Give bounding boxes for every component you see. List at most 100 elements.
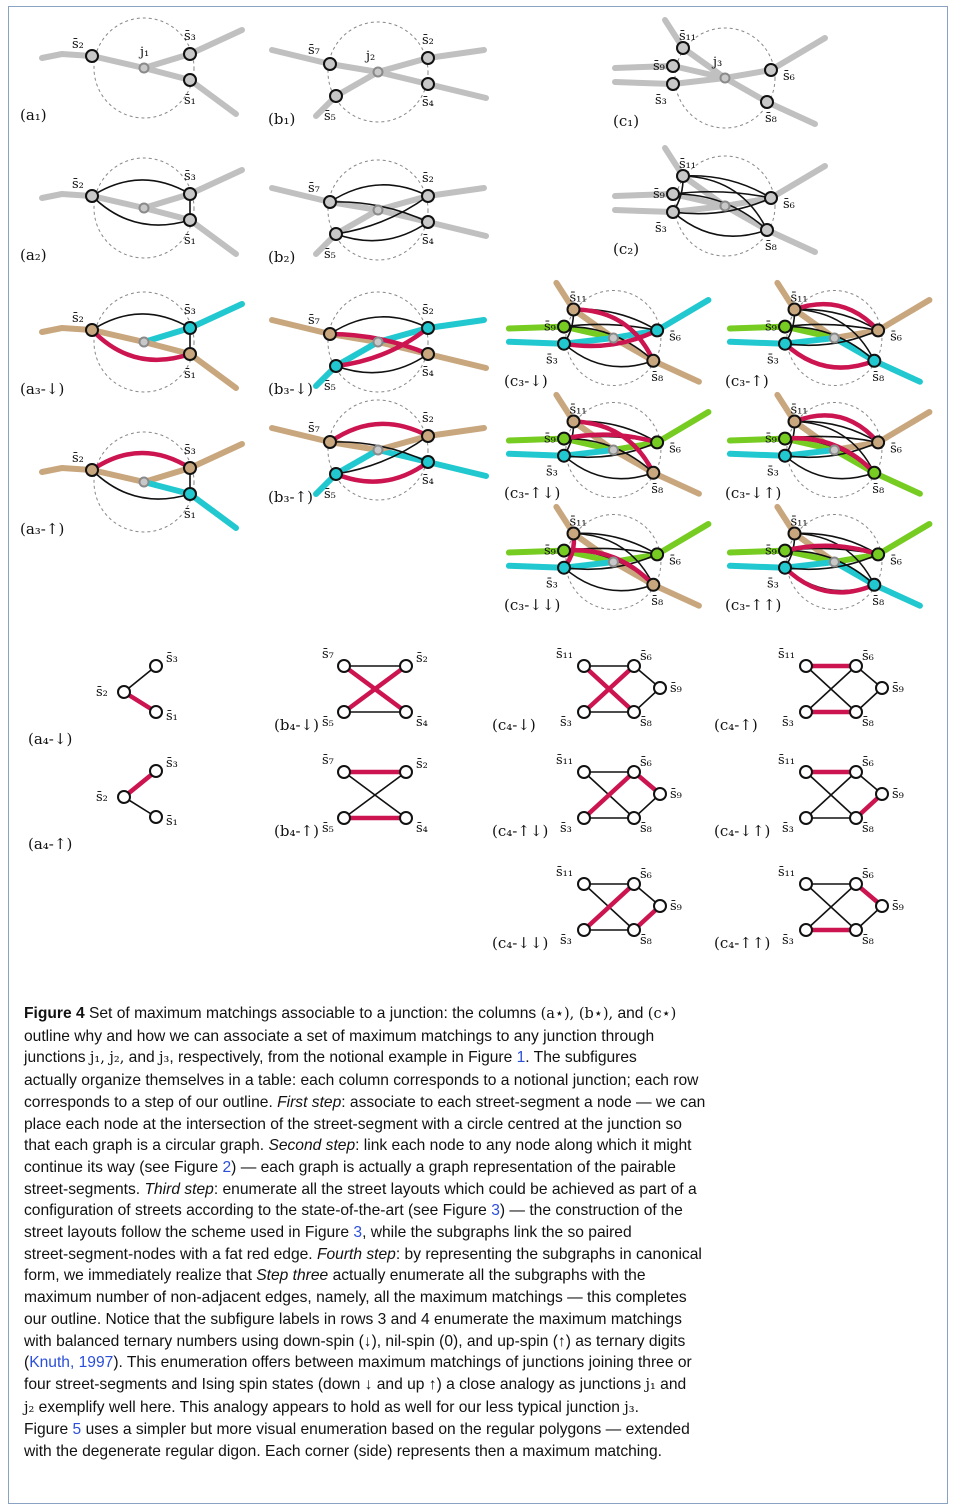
street-node bbox=[399, 811, 413, 825]
node-label: s̄₈ bbox=[640, 715, 652, 730]
street-node bbox=[329, 467, 343, 481]
node-label: s̄₃ bbox=[782, 821, 794, 836]
subfigure-label: (b₄-↓) bbox=[274, 716, 319, 734]
street-node bbox=[85, 323, 99, 337]
street-node bbox=[337, 705, 351, 719]
caption-line: four street-segments and Ising spin stat… bbox=[24, 1374, 934, 1397]
node-label: s̄₈ bbox=[872, 594, 884, 609]
caption-text: j₂ bbox=[24, 1399, 35, 1416]
node-label: s̄₃ bbox=[166, 756, 178, 771]
graph-edge bbox=[572, 532, 655, 586]
street-node bbox=[676, 41, 690, 55]
caption-line: (Knuth, 1997). This enumeration offers b… bbox=[24, 1352, 934, 1374]
node-label: s̄₆ bbox=[862, 649, 874, 664]
caption-text: j₃ bbox=[159, 1050, 170, 1067]
street-node bbox=[149, 810, 163, 824]
subfigure-label: (c₄-↑↑) bbox=[714, 934, 770, 952]
caption-line: outline why and how we can associate a s… bbox=[24, 1026, 934, 1048]
caption-text: place each node at the intersection of t… bbox=[24, 1115, 682, 1133]
caption-line: Figure 4 Set of maximum matchings associ… bbox=[24, 1003, 934, 1026]
street-node bbox=[323, 435, 337, 449]
junction-node bbox=[719, 200, 731, 212]
dashed-circle bbox=[93, 157, 195, 259]
node-label: s̄₆ bbox=[669, 553, 681, 568]
node-label: s̄₁₁ bbox=[570, 515, 587, 530]
street-node bbox=[183, 213, 197, 227]
graph-edge bbox=[793, 308, 879, 332]
caption-reference-link[interactable]: Knuth, 1997 bbox=[29, 1354, 114, 1372]
caption-line: with balanced ternary numbers using down… bbox=[24, 1331, 934, 1353]
graph-edge bbox=[782, 565, 877, 595]
street-node bbox=[849, 659, 863, 673]
caption-reference-link[interactable]: 2 bbox=[222, 1158, 232, 1176]
graph-edge bbox=[784, 329, 879, 347]
node-label: s̄₃ bbox=[560, 715, 572, 730]
graph-edge bbox=[571, 307, 656, 364]
street-node bbox=[557, 560, 571, 575]
caption-text: Figure 4 bbox=[24, 1005, 85, 1022]
caption-text: with balanced ternary numbers using down… bbox=[24, 1332, 686, 1350]
caption-text: ( bbox=[24, 1354, 30, 1372]
node-label: s̄₃ bbox=[655, 221, 667, 236]
node-label: s̄₈ bbox=[651, 370, 663, 385]
node-label: s̄₁ bbox=[184, 367, 196, 382]
caption-line: our outline. Notice that the subfigure l… bbox=[24, 1309, 934, 1331]
street-node bbox=[183, 461, 197, 475]
caption-line: maximum number of non-adjacent edges, na… bbox=[24, 1287, 934, 1309]
subfigure-label: (a₄-↓) bbox=[28, 730, 72, 748]
node-label: s̄₈ bbox=[651, 482, 663, 497]
subfigure-label: (c₄-↓↓) bbox=[492, 934, 548, 952]
street-node bbox=[778, 319, 792, 334]
node-label: s̄₉ bbox=[653, 187, 665, 202]
junction-node bbox=[607, 332, 619, 344]
caption-text: street-segments. bbox=[24, 1180, 145, 1198]
node-label: s̄₃ bbox=[184, 303, 196, 318]
junction-node bbox=[138, 202, 150, 214]
node-label: s̄₆ bbox=[640, 649, 652, 664]
graph-edge bbox=[563, 566, 655, 592]
node-label: s̄₈ bbox=[651, 594, 663, 609]
node-label: s̄₁ bbox=[184, 507, 196, 522]
caption-reference-link[interactable]: 5 bbox=[72, 1421, 82, 1439]
street-node bbox=[799, 765, 813, 779]
node-label: s̄₃ bbox=[782, 715, 794, 730]
street-node bbox=[666, 205, 680, 219]
node-label: s̄₄ bbox=[422, 473, 434, 488]
street-node bbox=[646, 577, 661, 592]
caption-text: street-segment-nodes with a fat red edge… bbox=[24, 1245, 317, 1263]
node-label: s̄₂ bbox=[416, 651, 428, 666]
subfigure-label: (a₂) bbox=[20, 246, 47, 264]
street-node bbox=[799, 659, 813, 673]
caption-reference-link[interactable]: 1 bbox=[516, 1049, 526, 1067]
caption-reference-link[interactable]: 3 bbox=[353, 1224, 363, 1242]
graph-edge bbox=[343, 771, 407, 819]
street-node bbox=[557, 336, 571, 351]
subfigure-label: (b₄-↑) bbox=[274, 822, 319, 840]
street-node bbox=[764, 191, 778, 205]
graph-edge bbox=[682, 175, 768, 231]
node-label: s̄₉ bbox=[544, 320, 556, 335]
street-node bbox=[566, 302, 581, 317]
subfigure-label: (c₃-↑↓) bbox=[504, 484, 560, 502]
node-label: s̄₃ bbox=[560, 821, 572, 836]
node-label: s̄₁₁ bbox=[679, 157, 696, 172]
street-node bbox=[871, 547, 886, 562]
node-label: s̄₂ bbox=[96, 685, 108, 700]
street-node bbox=[183, 73, 197, 87]
subfigure-label: (c₃-↑) bbox=[725, 372, 769, 390]
dashed-circle bbox=[93, 431, 195, 533]
node-label: s̄₈ bbox=[765, 111, 777, 126]
caption-text: continue its way (see Figure bbox=[24, 1158, 223, 1176]
node-label: s̄₂ bbox=[422, 33, 434, 48]
junction-node bbox=[372, 336, 384, 348]
node-label: s̄₈ bbox=[862, 821, 874, 836]
dashed-circle bbox=[327, 399, 429, 501]
street-node bbox=[627, 765, 641, 779]
node-label: s̄₁₁ bbox=[791, 403, 808, 418]
caption-reference-link[interactable]: 3 bbox=[491, 1202, 500, 1220]
street-node bbox=[799, 811, 813, 825]
subfigure-label: (c₄-↑) bbox=[714, 716, 758, 734]
street-node bbox=[323, 327, 337, 341]
node-label: s̄₆ bbox=[669, 441, 681, 456]
node-label: s̄₃ bbox=[546, 353, 558, 368]
